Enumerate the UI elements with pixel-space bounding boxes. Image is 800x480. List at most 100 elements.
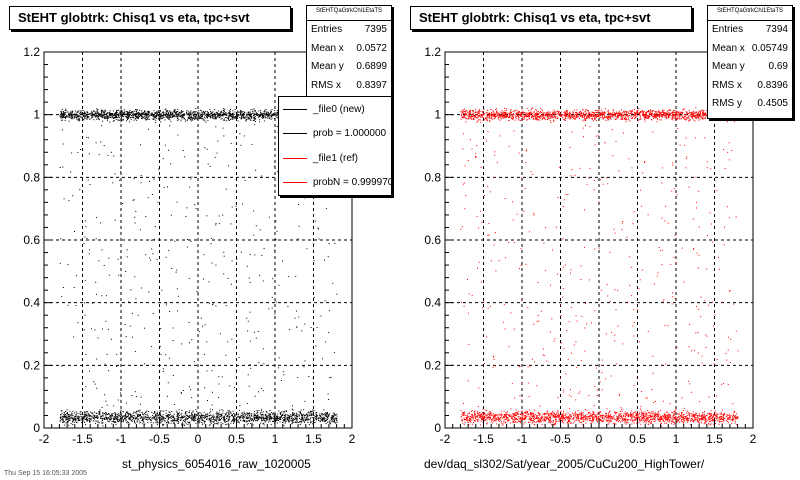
- left-scatter-point: [285, 418, 287, 420]
- left-scatter-point: [147, 110, 149, 112]
- left-scatter-point: [91, 114, 93, 116]
- left-scatter-point: [242, 203, 243, 205]
- left-scatter-point: [121, 111, 123, 113]
- left-scatter-point: [177, 414, 179, 416]
- left-scatter-point: [285, 413, 287, 415]
- left-scatter-point: [72, 418, 73, 420]
- left-scatter-point: [312, 378, 314, 380]
- left-scatter-point: [173, 418, 175, 420]
- left-scatter-point: [248, 412, 250, 414]
- left-scatter-point: [80, 111, 82, 113]
- left-scatter-point: [234, 386, 236, 388]
- left-scatter-point: [243, 114, 245, 116]
- left-scatter-point: [153, 118, 155, 120]
- left-scatter-point: [185, 112, 187, 114]
- left-scatter-point: [240, 113, 241, 115]
- left-scatter-point: [146, 114, 148, 116]
- left-scatter-point: [195, 114, 197, 116]
- left-scatter-point: [242, 117, 244, 119]
- left-scatter-point: [105, 118, 107, 120]
- left-scatter-point: [141, 412, 143, 414]
- left-scatter-point: [156, 111, 158, 113]
- left-scatter-point: [271, 111, 272, 113]
- left-scatter-point: [232, 113, 234, 115]
- left-scatter-point: [105, 400, 107, 402]
- right-scatter-point: [523, 118, 525, 120]
- left-scatter-point: [152, 116, 154, 118]
- left-scatter-point: [246, 317, 248, 319]
- left-scatter-point: [184, 156, 186, 158]
- left-scatter-point: [262, 115, 264, 117]
- right-scatter-point: [663, 109, 665, 111]
- right-scatter-point: [665, 113, 667, 115]
- left-scatter-point: [186, 113, 188, 115]
- left-scatter-point: [132, 415, 134, 416]
- left-scatter-point: [142, 116, 144, 118]
- left-scatter-point: [269, 416, 271, 418]
- left-scatter-point: [110, 115, 112, 116]
- left-scatter-point: [286, 417, 288, 419]
- left-scatter-point: [83, 119, 85, 121]
- left-scatter-point: [100, 125, 102, 127]
- left-scatter-point: [228, 413, 229, 415]
- left-scatter-point: [180, 414, 182, 415]
- left-scatter-point: [129, 414, 131, 416]
- left-scatter-point: [60, 117, 62, 119]
- left-scatter-point: [105, 320, 107, 322]
- left-scatter-point: [120, 416, 121, 418]
- left-scatter-point: [215, 423, 217, 424]
- left-scatter-point: [198, 418, 199, 420]
- left-scatter-point: [186, 120, 188, 121]
- left-scatter-point: [334, 242, 336, 244]
- left-scatter-point: [118, 420, 120, 422]
- left-scatter-point: [234, 415, 236, 416]
- left-scatter-point: [262, 414, 264, 416]
- right-scatter-point: [484, 118, 486, 120]
- left-scatter-point: [210, 415, 212, 416]
- left-scatter-point: [162, 111, 163, 113]
- left-scatter-point: [197, 294, 199, 296]
- right-scatter-point: [480, 114, 482, 115]
- left-scatter-point: [204, 111, 205, 113]
- left-y-tick-label: 0.4: [23, 296, 40, 310]
- left-scatter-point: [89, 113, 91, 115]
- left-scatter-point: [62, 166, 64, 168]
- left-scatter-point: [96, 415, 98, 417]
- left-scatter-point: [174, 418, 176, 420]
- left-scatter-point: [146, 116, 148, 118]
- left-scatter-point: [73, 287, 75, 288]
- left-scatter-point: [104, 411, 106, 413]
- left-scatter-point: [101, 249, 103, 251]
- left-scatter-point: [137, 118, 139, 120]
- left-scatter-point: [327, 417, 329, 419]
- left-scatter-point: [295, 422, 297, 424]
- left-scatter-point: [126, 114, 128, 116]
- left-scatter-point: [177, 117, 179, 119]
- right-scatter-point: [588, 115, 590, 117]
- right-scatter-point: [600, 112, 602, 114]
- left-scatter-point: [136, 421, 138, 423]
- left-scatter-point: [69, 115, 71, 117]
- left-scatter-point: [291, 408, 293, 410]
- left-scatter-point: [133, 114, 134, 116]
- right-scatter-point: [715, 118, 717, 120]
- left-scatter-point: [185, 417, 187, 419]
- left-scatter-point: [77, 417, 79, 419]
- left-scatter-point: [274, 415, 276, 417]
- left-scatter-point: [135, 109, 137, 111]
- right-scatter-point: [508, 120, 510, 121]
- right-scatter-point: [674, 119, 676, 121]
- left-scatter-point: [183, 423, 185, 425]
- left-scatter-point: [59, 167, 61, 168]
- left-scatter-point: [181, 415, 183, 417]
- left-scatter-point: [99, 114, 101, 116]
- left-scatter-point: [238, 111, 240, 113]
- left-scatter-point: [119, 418, 121, 420]
- left-scatter-point: [135, 111, 137, 113]
- left-scatter-point: [183, 114, 185, 116]
- left-scatter-point: [226, 117, 228, 119]
- right-scatter-point: [617, 114, 619, 116]
- right-scatter-point: [577, 115, 579, 117]
- left-scatter-point: [131, 395, 133, 396]
- left-scatter-point: [120, 121, 122, 123]
